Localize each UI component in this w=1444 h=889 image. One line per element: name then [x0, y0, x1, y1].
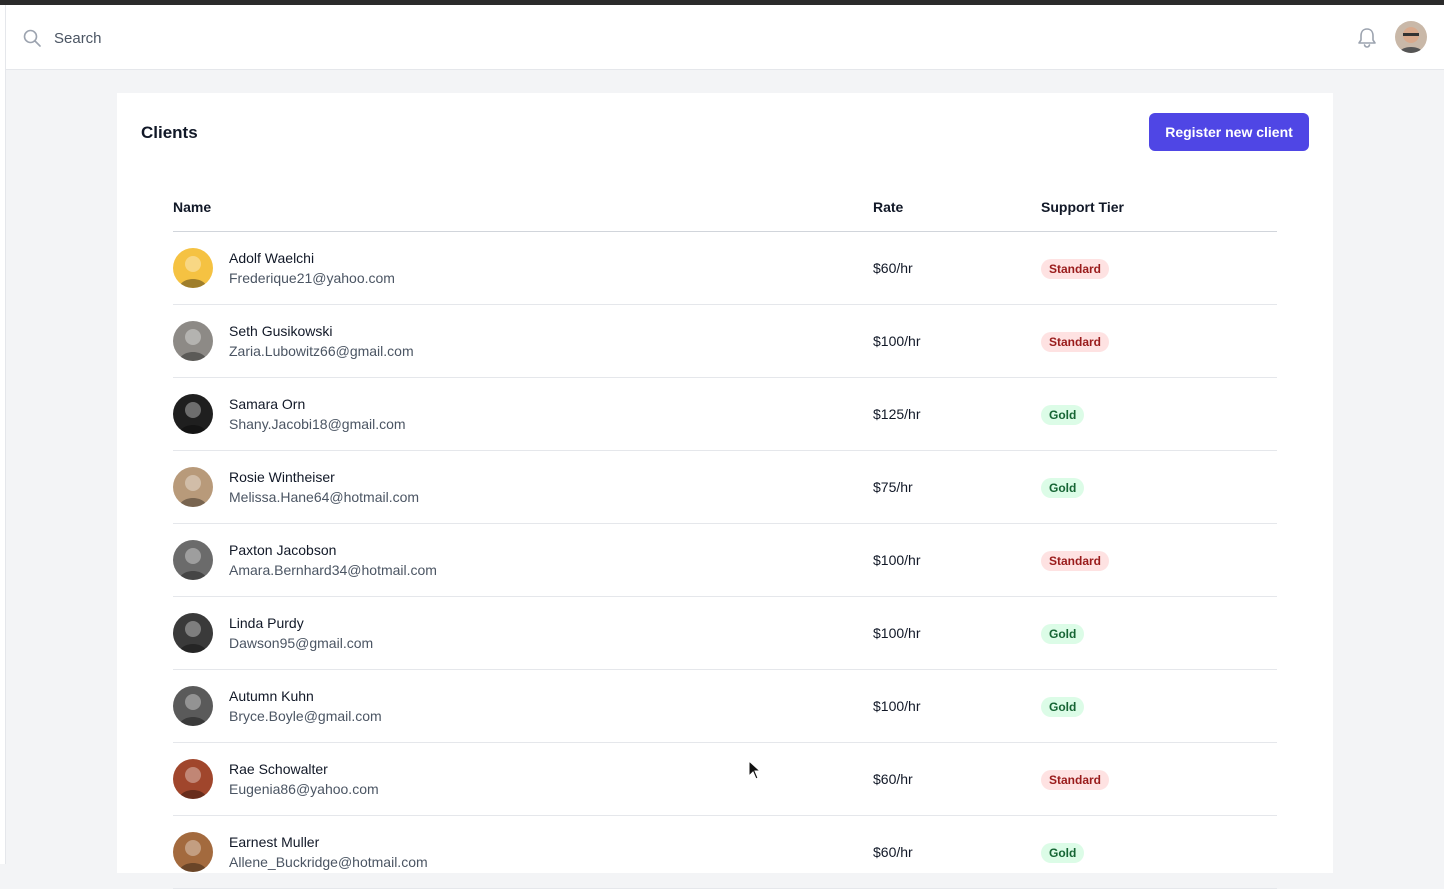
table-row[interactable]: Seth Gusikowski Zaria.Lubowitz66@gmail.co… — [173, 305, 1277, 378]
client-avatar — [173, 248, 213, 288]
client-rate: $125/hr — [873, 406, 921, 422]
client-avatar — [173, 394, 213, 434]
table-header: Name Rate Support Tier — [173, 192, 1277, 232]
client-email: Zaria.Lubowitz66@gmail.com — [229, 343, 414, 359]
client-rate: $100/hr — [873, 625, 921, 641]
client-rate: $100/hr — [873, 552, 921, 568]
support-tier-badge: Gold — [1041, 843, 1085, 863]
column-header-tier[interactable]: Support Tier — [1041, 199, 1124, 215]
client-rate: $100/hr — [873, 333, 921, 349]
bell-icon[interactable] — [1354, 25, 1380, 51]
table-row[interactable]: Adolf Waelchi Frederique21@yahoo.com $60/h… — [173, 232, 1277, 305]
top-bar — [6, 5, 1444, 70]
client-avatar — [173, 467, 213, 507]
client-name: Seth Gusikowski — [229, 323, 333, 339]
table-row[interactable]: Rae Schowalter Eugenia86@yahoo.com $60/hr S… — [173, 743, 1277, 816]
client-name: Autumn Kuhn — [229, 688, 314, 704]
table-row[interactable]: Samara Orn Shany.Jacobi18@gmail.com $125/h… — [173, 378, 1277, 451]
table-body: Adolf Waelchi Frederique21@yahoo.com $60/h… — [173, 232, 1277, 889]
clients-table: Name Rate Support Tier Adolf Waelchi Fred… — [173, 192, 1277, 889]
search-input[interactable] — [54, 25, 654, 51]
client-rate: $75/hr — [873, 479, 913, 495]
client-rate: $60/hr — [873, 260, 913, 276]
left-edge — [0, 5, 6, 864]
client-email: Melissa.Hane64@hotmail.com — [229, 489, 420, 505]
table-row[interactable]: Linda Purdy Dawson95@gmail.com $100/hr Gold — [173, 597, 1277, 670]
client-name: Earnest Muller — [229, 834, 320, 850]
client-rate: $60/hr — [873, 844, 913, 860]
column-header-name[interactable]: Name — [173, 199, 212, 215]
table-row[interactable]: Autumn Kuhn Bryce.Boyle@gmail.com $100/hr G… — [173, 670, 1277, 743]
register-client-button[interactable]: Register new client — [1149, 113, 1309, 151]
client-avatar — [173, 759, 213, 799]
client-rate: $60/hr — [873, 771, 913, 787]
client-email: Shany.Jacobi18@gmail.com — [229, 416, 406, 432]
client-email: Eugenia86@yahoo.com — [229, 781, 379, 797]
table-row[interactable]: Earnest Muller Allene_Buckridge@hotmail.c… — [173, 816, 1277, 889]
client-rate: $100/hr — [873, 698, 921, 714]
window-top-border — [0, 0, 1444, 5]
client-name: Rosie Wintheiser — [229, 469, 335, 485]
support-tier-badge: Standard — [1041, 770, 1110, 790]
support-tier-badge: Gold — [1041, 697, 1085, 717]
clients-card: Clients Register new client Name Rate Su… — [117, 93, 1333, 889]
client-avatar — [173, 613, 213, 653]
support-tier-badge: Gold — [1041, 478, 1085, 498]
client-email: Allene_Buckridge@hotmail.com — [229, 854, 428, 870]
support-tier-badge: Standard — [1041, 259, 1110, 279]
page-title: Clients — [141, 123, 198, 142]
table-row[interactable]: Rosie Wintheiser Melissa.Hane64@hotmail.c… — [173, 451, 1277, 524]
client-name: Linda Purdy — [229, 615, 304, 631]
table-row[interactable]: Paxton Jacobson Amara.Bernhard34@hotmail.… — [173, 524, 1277, 597]
mouse-cursor-icon — [748, 760, 762, 780]
client-name: Paxton Jacobson — [229, 542, 337, 558]
user-avatar[interactable] — [1395, 21, 1427, 53]
client-avatar — [173, 832, 213, 872]
column-header-rate[interactable]: Rate — [873, 199, 904, 215]
client-name: Adolf Waelchi — [229, 250, 315, 266]
client-email: Bryce.Boyle@gmail.com — [229, 708, 382, 724]
support-tier-badge: Standard — [1041, 551, 1110, 571]
support-tier-badge: Gold — [1041, 405, 1085, 425]
client-email: Frederique21@yahoo.com — [229, 270, 395, 286]
support-tier-badge: Standard — [1041, 332, 1110, 352]
client-avatar — [173, 540, 213, 580]
client-email: Dawson95@gmail.com — [229, 635, 374, 651]
search-icon — [23, 29, 41, 47]
client-avatar — [173, 321, 213, 361]
client-avatar — [173, 686, 213, 726]
client-name: Samara Orn — [229, 396, 306, 412]
client-email: Amara.Bernhard34@hotmail.com — [229, 562, 437, 578]
support-tier-badge: Gold — [1041, 624, 1085, 644]
user-avatar-icon — [1395, 21, 1427, 53]
client-name: Rae Schowalter — [229, 761, 328, 777]
